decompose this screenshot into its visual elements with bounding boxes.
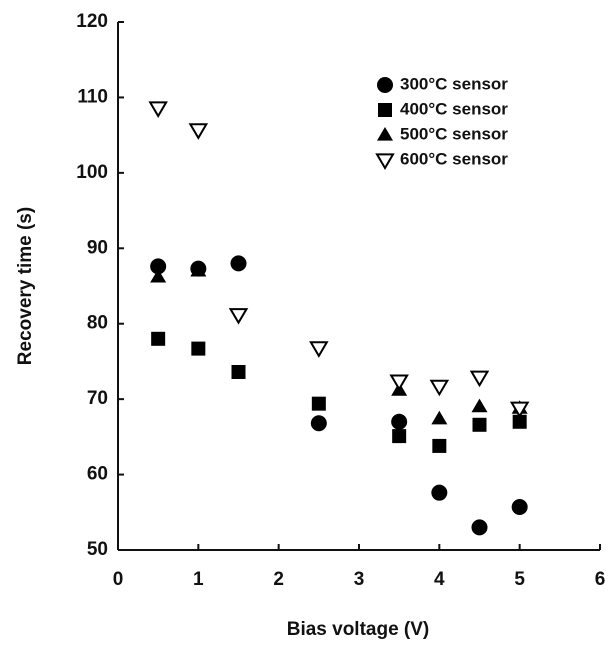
y-tick-label: 120	[76, 11, 108, 32]
data-point	[431, 410, 448, 425]
y-tick-label: 50	[87, 539, 108, 560]
y-tick-label: 60	[87, 464, 108, 485]
data-point	[188, 123, 209, 140]
data-point	[228, 308, 249, 325]
data-point	[471, 398, 488, 413]
data-point	[429, 379, 450, 397]
legend-marker	[377, 127, 393, 141]
x-tick-label: 2	[273, 569, 284, 590]
data-point	[311, 396, 326, 411]
data-point	[151, 331, 166, 346]
data-point	[471, 519, 488, 536]
data-point	[190, 262, 207, 277]
data-point	[389, 374, 409, 392]
legend-marker	[377, 77, 393, 93]
data-point	[392, 429, 407, 444]
data-point	[509, 401, 530, 419]
x-tick-label: 5	[514, 569, 525, 590]
data-point	[309, 341, 329, 358]
data-point	[310, 415, 327, 432]
y-axis-label: Recovery time (s)	[15, 207, 36, 365]
y-tick-label: 80	[87, 313, 108, 334]
legend-label: 400°C sensor	[400, 99, 508, 118]
legend-label: 300°C sensor	[400, 74, 508, 93]
data-point	[512, 414, 527, 429]
y-tick-label: 110	[77, 86, 108, 107]
legend-label: 500°C sensor	[400, 124, 508, 143]
y-tick-label: 90	[87, 237, 108, 258]
data-point	[472, 417, 487, 432]
x-tick-label: 3	[354, 569, 365, 590]
legend-label: 600°C sensor	[400, 149, 508, 168]
data-point	[432, 438, 447, 453]
data-point	[469, 370, 490, 388]
x-tick-label: 4	[434, 569, 445, 590]
x-tick-label: 1	[193, 569, 204, 590]
data-point	[511, 499, 528, 516]
x-tick-label: 0	[113, 569, 124, 590]
x-axis-label: Bias voltage (V)	[287, 619, 430, 640]
data-point	[191, 341, 206, 356]
data-point	[230, 255, 247, 272]
data-point	[150, 258, 167, 275]
y-tick-label: 70	[87, 388, 108, 409]
legend-marker	[378, 103, 392, 117]
x-tick-label: 6	[595, 569, 606, 590]
legend-marker	[375, 153, 395, 170]
data-point	[431, 484, 448, 501]
y-tick-label: 100	[76, 162, 108, 183]
data-point	[150, 268, 167, 283]
data-point	[231, 364, 246, 379]
data-point	[148, 101, 168, 118]
data-point	[391, 413, 408, 430]
